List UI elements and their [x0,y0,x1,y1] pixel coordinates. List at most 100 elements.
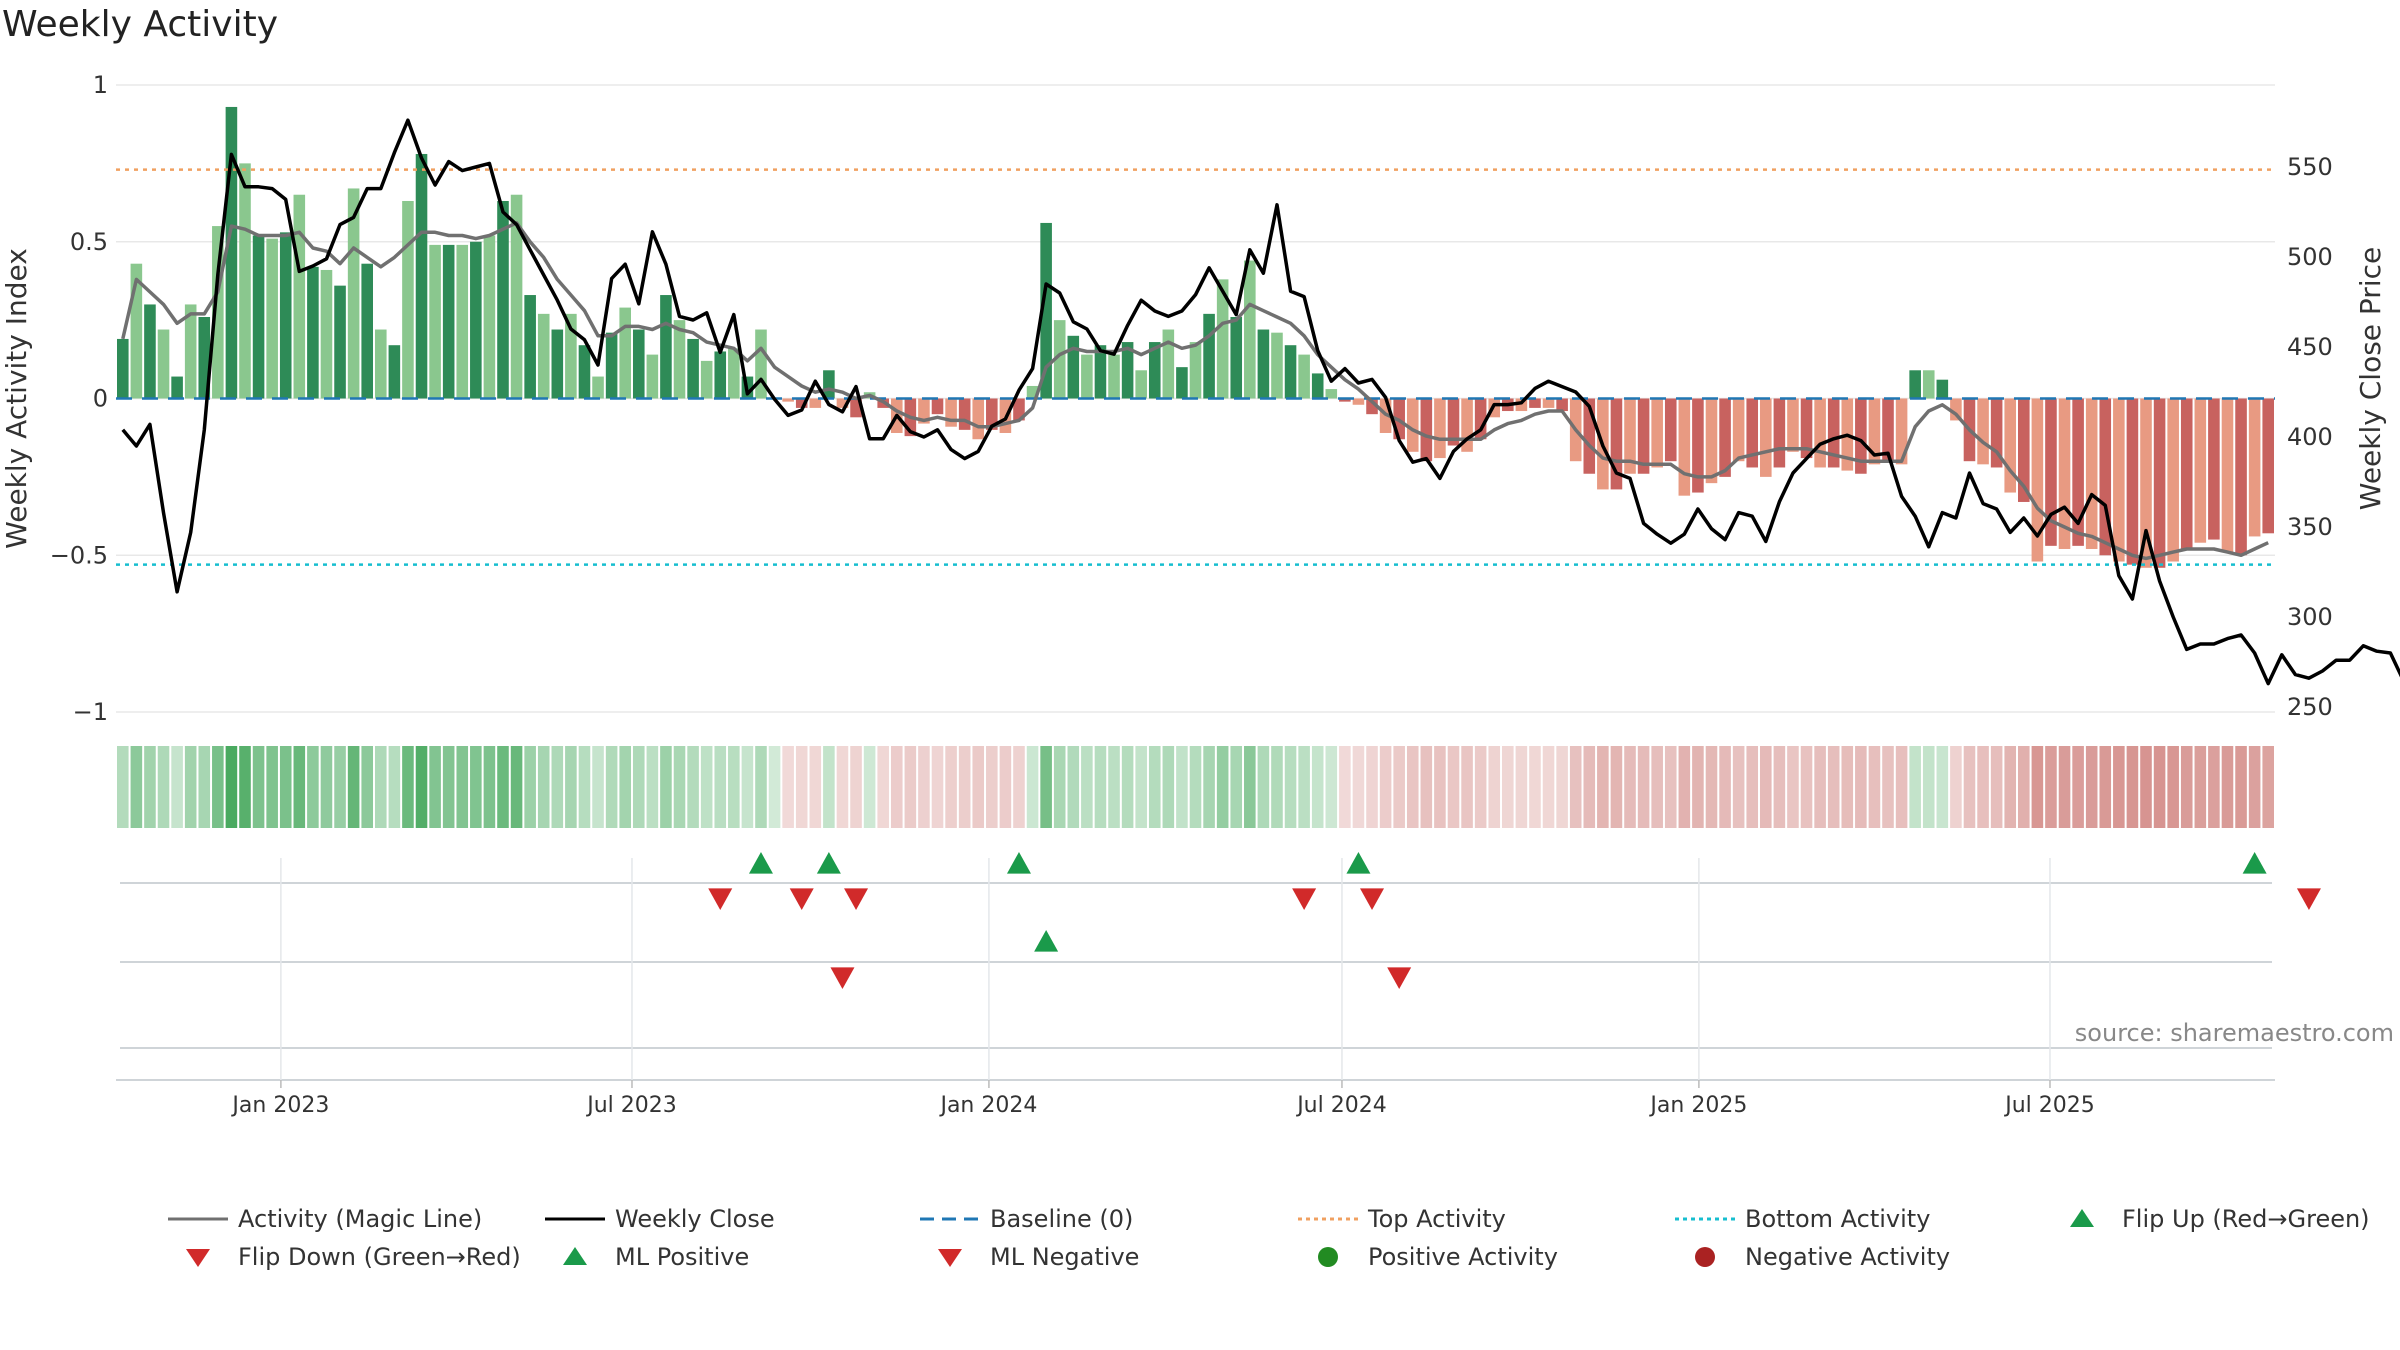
ml-negative-marker [1387,967,1412,989]
activity-bar [986,398,998,430]
heat-cell [809,746,822,828]
activity-bar [1257,329,1270,399]
activity-bar [1366,398,1378,415]
activity-bar [1773,398,1786,468]
heat-cell [1434,746,1446,828]
heat-cell [2180,746,2193,828]
activity-bar [1040,222,1052,399]
legend: Activity (Magic Line) Weekly Close Basel… [0,1205,2400,1295]
activity-bar [918,398,930,424]
heat-cell [1678,746,1691,828]
activity-bar [1244,260,1256,399]
activity-bar [1094,345,1107,399]
x-tick-label: Jan 2025 [1648,1093,1747,1118]
heat-cell [130,746,143,828]
legend-bottom-activity-label: Bottom Activity [1745,1205,1931,1233]
activity-bar [2153,398,2166,568]
legend-ml-negative: ML Negative [920,1243,1139,1271]
activity-bar [1624,398,1636,474]
heat-cell [1488,746,1501,828]
activity-bar [1895,398,1908,465]
heat-cell [2031,746,2044,828]
y-tick-label: −1 [73,698,108,726]
heat-cell [1257,746,1270,828]
heat-cell [1990,746,2003,828]
heat-cell [374,746,387,828]
activity-bar [334,285,346,399]
heat-cell [157,746,170,828]
activity-bar [1108,354,1120,399]
activity-bar [1135,370,1147,399]
activity-bar [673,320,686,399]
weekly-close-line [121,118,2400,686]
close-line-icon [545,1217,605,1221]
y2-tick-label: 450 [2287,333,2333,361]
activity-bar [212,226,224,399]
heat-cell [1868,746,1881,828]
activity-bar [1664,398,1677,462]
activity-bar [130,263,143,399]
heat-cell [1053,746,1066,828]
activity-bar [497,200,509,399]
activity-bar [1203,313,1215,399]
activity-bar [1800,398,1813,459]
activity-bar [388,345,401,399]
legend-weekly-close-label: Weekly Close [615,1205,775,1233]
activity-bar [945,398,957,427]
heat-cell [1529,746,1541,828]
activity-bar [1067,335,1080,399]
y-tick-label: 0 [93,385,108,413]
legend-negative-activity-label: Negative Activity [1745,1243,1951,1271]
heat-cell [687,746,699,828]
y2-tick-label: 400 [2287,423,2333,451]
legend-flip-up: Flip Up (Red→Green) [2052,1205,2370,1233]
activity-bar [266,238,278,399]
heat-cell [225,746,238,828]
activity-bar [198,316,211,399]
heat-cell [578,746,591,828]
activity-bar [1787,398,1799,452]
heat-cell [402,746,414,828]
activity-bar [1678,398,1691,496]
heat-cell [1284,746,1297,828]
activity-bar [2248,398,2261,537]
activity-bar [1556,398,1568,412]
heat-cell [1597,746,1609,828]
activity-bar [537,313,550,399]
activity-bar [1176,367,1188,399]
heat-cell [619,746,631,828]
heat-cell [1135,746,1147,828]
activity-bar [2018,398,2030,502]
heat-cell [1556,746,1568,828]
activity-bar [1474,398,1487,440]
legend-ml-positive-label: ML Positive [615,1243,750,1271]
activity-bar [2167,398,2179,562]
activity-bar [605,332,618,399]
heat-cell [1339,746,1351,828]
activity-bar [524,295,536,399]
legend-bottom-activity: Bottom Activity [1675,1205,1930,1233]
legend-flip-down: Flip Down (Green→Red) [168,1243,521,1271]
heat-cell [1216,746,1229,828]
heat-cell [1447,746,1460,828]
activity-bar [510,194,523,399]
heat-cell [795,746,808,828]
heat-cell [1569,746,1582,828]
activity-bar [144,304,156,399]
flip-up-marker [816,852,841,874]
activity-bar [2180,398,2193,549]
heat-cell [1311,746,1324,828]
activity-bar [2113,398,2125,562]
activity-bar [374,329,387,399]
heat-cell [252,746,265,828]
heat-cell [2085,746,2098,828]
activity-bar [1013,398,1025,421]
magic-line [121,221,2269,561]
heat-cell [823,746,835,828]
heat-cell [415,746,428,828]
activity-bar [1760,398,1772,477]
heat-cell [2248,746,2261,828]
legend-magic-line: Activity (Magic Line) [168,1205,482,1233]
y-tick-label: 1 [93,71,108,99]
heat-cell [320,746,333,828]
